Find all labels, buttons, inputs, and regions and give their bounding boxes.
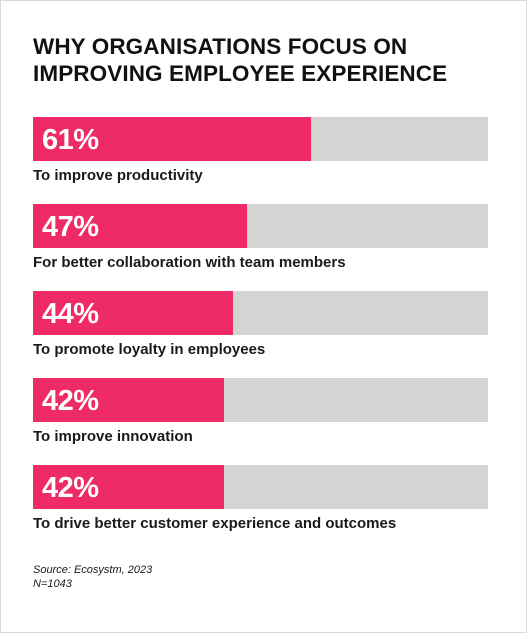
bar-category-label: To improve productivity: [33, 167, 203, 184]
chart-title: WHY ORGANISATIONS FOCUS ON IMPROVING EMP…: [33, 34, 448, 86]
bar-category-label: To drive better customer experience and …: [33, 515, 397, 532]
bar-fill: [33, 378, 225, 422]
bar-item: 61% To improve productivity: [33, 117, 488, 204]
bar-item: 47% For better collaboration with team me…: [33, 204, 488, 291]
source-note: Source: Ecosystm, 2023 N=1043: [33, 563, 152, 591]
source-text: Source: Ecosystm, 2023: [33, 564, 153, 576]
bar-fill: [33, 204, 247, 248]
bar-fill: [33, 291, 234, 335]
bar-track: 61%: [33, 117, 488, 161]
bar-category-label: To promote loyalty in employees: [33, 341, 266, 358]
bar-track: 42%: [33, 378, 488, 422]
bar-category-label: To improve innovation: [33, 428, 193, 445]
bar-item: 42% To drive better customer experience a…: [33, 465, 488, 552]
bar-value-label: 61%: [42, 124, 99, 156]
bar-track: 47%: [33, 204, 488, 248]
bar-value-label: 44%: [42, 298, 99, 330]
bar-fill: [33, 117, 311, 161]
bar-value-label: 42%: [42, 385, 99, 417]
bar-item: 42% To improve innovation: [33, 378, 488, 465]
bar-fill: [33, 465, 225, 509]
bar-list: 61% To improve productivity 47% For better …: [33, 117, 488, 552]
sample-size: N=1043: [33, 578, 72, 590]
bar-category-label: For better collaboration with team membe…: [33, 254, 346, 271]
bar-value-label: 42%: [42, 472, 99, 504]
bar-item: 44% To promote loyalty in employees: [33, 291, 488, 378]
bar-value-label: 47%: [42, 211, 99, 243]
bar-track: 44%: [33, 291, 488, 335]
bar-track: 42%: [33, 465, 488, 509]
